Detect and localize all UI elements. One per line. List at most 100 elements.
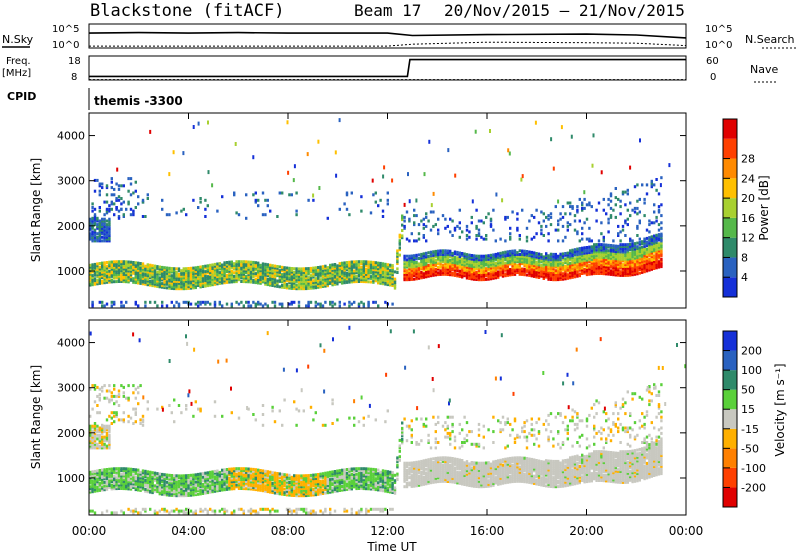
velocity-data-cell [89, 437, 92, 441]
velocity-data-cell [137, 486, 140, 490]
velocity-data-cell [98, 478, 101, 482]
velocity-data-cell [233, 511, 236, 515]
power-data-cell [357, 304, 361, 308]
power-data-cell [218, 300, 221, 304]
power-data-cell [554, 260, 557, 264]
power-data-cell [415, 264, 418, 268]
power-data-cell [103, 219, 106, 223]
power-data-cell [305, 283, 308, 287]
power-data-cell [276, 268, 279, 272]
power-data-cell [204, 281, 207, 284]
velocity-data-cell [93, 428, 97, 432]
power-data-cell [549, 274, 553, 278]
velocity-data-cell [225, 486, 229, 490]
power-data-cell [185, 287, 188, 291]
power-data-cell [108, 278, 111, 282]
power-data-cell [324, 264, 327, 268]
velocity-data-cell [93, 469, 97, 473]
power-data-cell [535, 271, 538, 275]
power-data-cell [547, 263, 550, 267]
power-data-cell [137, 279, 140, 283]
power-data-cell [355, 271, 358, 275]
velocity-data-cell [168, 479, 171, 483]
power-data-cell [269, 269, 272, 273]
power-data-cell [377, 304, 380, 308]
power-data-cell [497, 272, 500, 276]
power-data-cell [657, 244, 661, 247]
power-data-cell [413, 208, 416, 212]
velocity-data-cell [240, 476, 243, 480]
power-data-cell [621, 190, 625, 194]
power-data-cell [300, 269, 303, 273]
velocity-data-cell [223, 488, 226, 492]
power-data-cell [374, 272, 377, 276]
power-data-cell [470, 268, 473, 272]
power-data-cell [487, 277, 490, 281]
power-data-cell [518, 262, 521, 265]
power-data-cell [559, 274, 562, 278]
power-data-cell [621, 270, 625, 274]
power-data-cell [379, 263, 382, 267]
power-data-cell [605, 272, 608, 276]
power-data-cell [595, 255, 598, 259]
velocity-data-cell [120, 467, 123, 471]
power-data-cell [595, 268, 598, 272]
velocity-data-cell [125, 472, 128, 476]
power-data-cell [477, 228, 481, 232]
velocity-data-cell [223, 511, 226, 515]
power-data-cell [175, 211, 178, 215]
power-data-cell [173, 274, 176, 278]
power-data-cell [650, 262, 653, 266]
power-data-cell [103, 213, 106, 217]
power-data-cell [218, 274, 221, 278]
power-data-cell [165, 266, 169, 270]
power-data-cell [564, 259, 567, 263]
power-data-cell [146, 272, 149, 276]
velocity-data-cell [129, 487, 133, 491]
power-data-cell [583, 271, 586, 275]
power-data-cell [381, 276, 385, 280]
power-data-cell [153, 282, 157, 286]
velocity-data-cell [168, 491, 171, 495]
power-data-cell [329, 269, 332, 273]
power-data-cell [417, 266, 421, 269]
velocity-data-cell [158, 492, 161, 496]
power-data-cell [441, 267, 445, 271]
power-data-cell [650, 181, 653, 185]
power-data-cell [537, 254, 541, 258]
power-data-cell [542, 234, 545, 237]
power-data-cell [645, 267, 649, 271]
power-data-cell [240, 271, 243, 274]
power-data-cell [420, 260, 423, 264]
velocity-data-cell [254, 511, 257, 515]
power-data-cell [593, 261, 596, 265]
velocity-data-cell [156, 488, 159, 492]
velocity-data-cell [240, 479, 243, 483]
velocity-data-cell [192, 493, 195, 497]
power-data-cell [437, 228, 440, 232]
power-data-cell [149, 280, 152, 283]
velocity-data-cell [101, 441, 104, 444]
velocity-data-cell [189, 477, 193, 481]
power-data-cell [338, 265, 341, 269]
power-data-cell [549, 252, 553, 256]
power-data-cell [158, 265, 161, 269]
power-data-cell [338, 271, 341, 275]
power-data-cell [93, 219, 97, 223]
power-data-cell [437, 251, 440, 255]
power-data-cell [91, 268, 94, 272]
power-data-cell [153, 300, 157, 304]
velocity-data-cell [132, 511, 135, 515]
power-data-cell [614, 255, 617, 259]
velocity-data-cell [199, 507, 202, 511]
velocity-data-cell [149, 474, 152, 478]
power-data-cell [417, 264, 421, 268]
power-data-cell [201, 266, 205, 270]
power-data-cell [504, 263, 507, 267]
power-data-cell [357, 267, 361, 271]
power-data-cell [153, 264, 157, 268]
power-data-cell [653, 256, 656, 260]
velocity-data-cell [199, 485, 202, 489]
power-data-cell [326, 282, 329, 286]
power-data-cell [175, 267, 178, 271]
